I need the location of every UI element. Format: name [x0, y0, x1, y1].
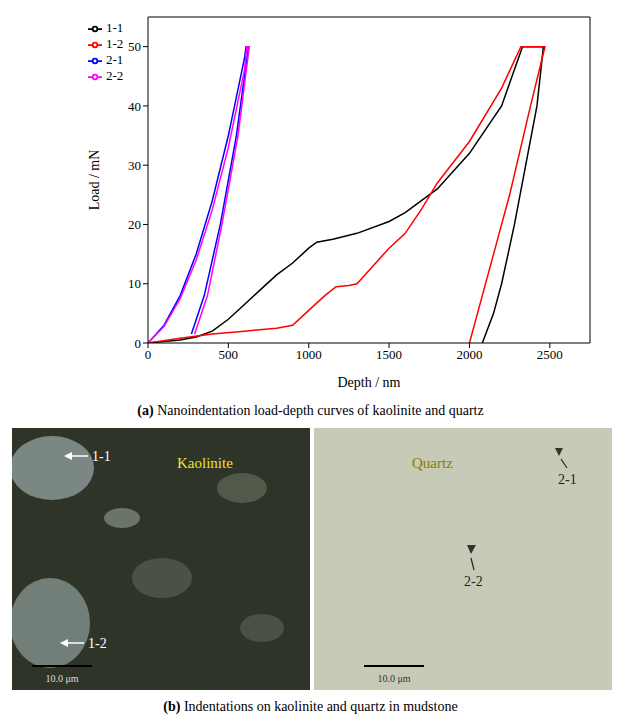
svg-text:2-2: 2-2: [464, 574, 483, 589]
html-text:(a) Nanoindentation load-depth: (a) Nanoindentation load-depth curves of…: [137, 403, 484, 418]
svg-text:10.0 μm: 10.0 μm: [377, 673, 410, 684]
svg-text:2000: 2000: [456, 347, 482, 362]
svg-text:Depth / nm: Depth / nm: [338, 375, 401, 390]
svg-text:50: 50: [128, 39, 141, 54]
html-text:1-1: 1-1: [106, 20, 124, 35]
svg-text:2500: 2500: [537, 347, 563, 362]
svg-text:0: 0: [135, 336, 142, 351]
svg-text:2-1: 2-1: [558, 472, 577, 487]
svg-text:0: 0: [145, 347, 152, 362]
svg-text:30: 30: [128, 158, 141, 173]
svg-text:40: 40: [128, 99, 141, 114]
svg-text:Quartz: Quartz: [412, 455, 453, 471]
svg-text:1500: 1500: [376, 347, 402, 362]
svg-text:Load / mN: Load / mN: [87, 150, 102, 211]
svg-text:1-1: 1-1: [92, 449, 111, 464]
svg-text:Kaolinite: Kaolinite: [177, 455, 233, 471]
svg-text:500: 500: [219, 347, 239, 362]
svg-text:1-2: 1-2: [88, 636, 107, 651]
html-text:2-2: 2-2: [106, 68, 124, 83]
svg-text:10.0 μm: 10.0 μm: [45, 673, 78, 684]
svg-text:20: 20: [128, 217, 141, 232]
html-text:1-2: 1-2: [106, 36, 124, 51]
svg-text:1000: 1000: [296, 347, 322, 362]
html-text:(b) Indentations on kaolinite: (b) Indentations on kaolinite and quartz…: [163, 699, 458, 714]
svg-text:10: 10: [128, 276, 141, 291]
html-text:2-1: 2-1: [106, 52, 124, 67]
